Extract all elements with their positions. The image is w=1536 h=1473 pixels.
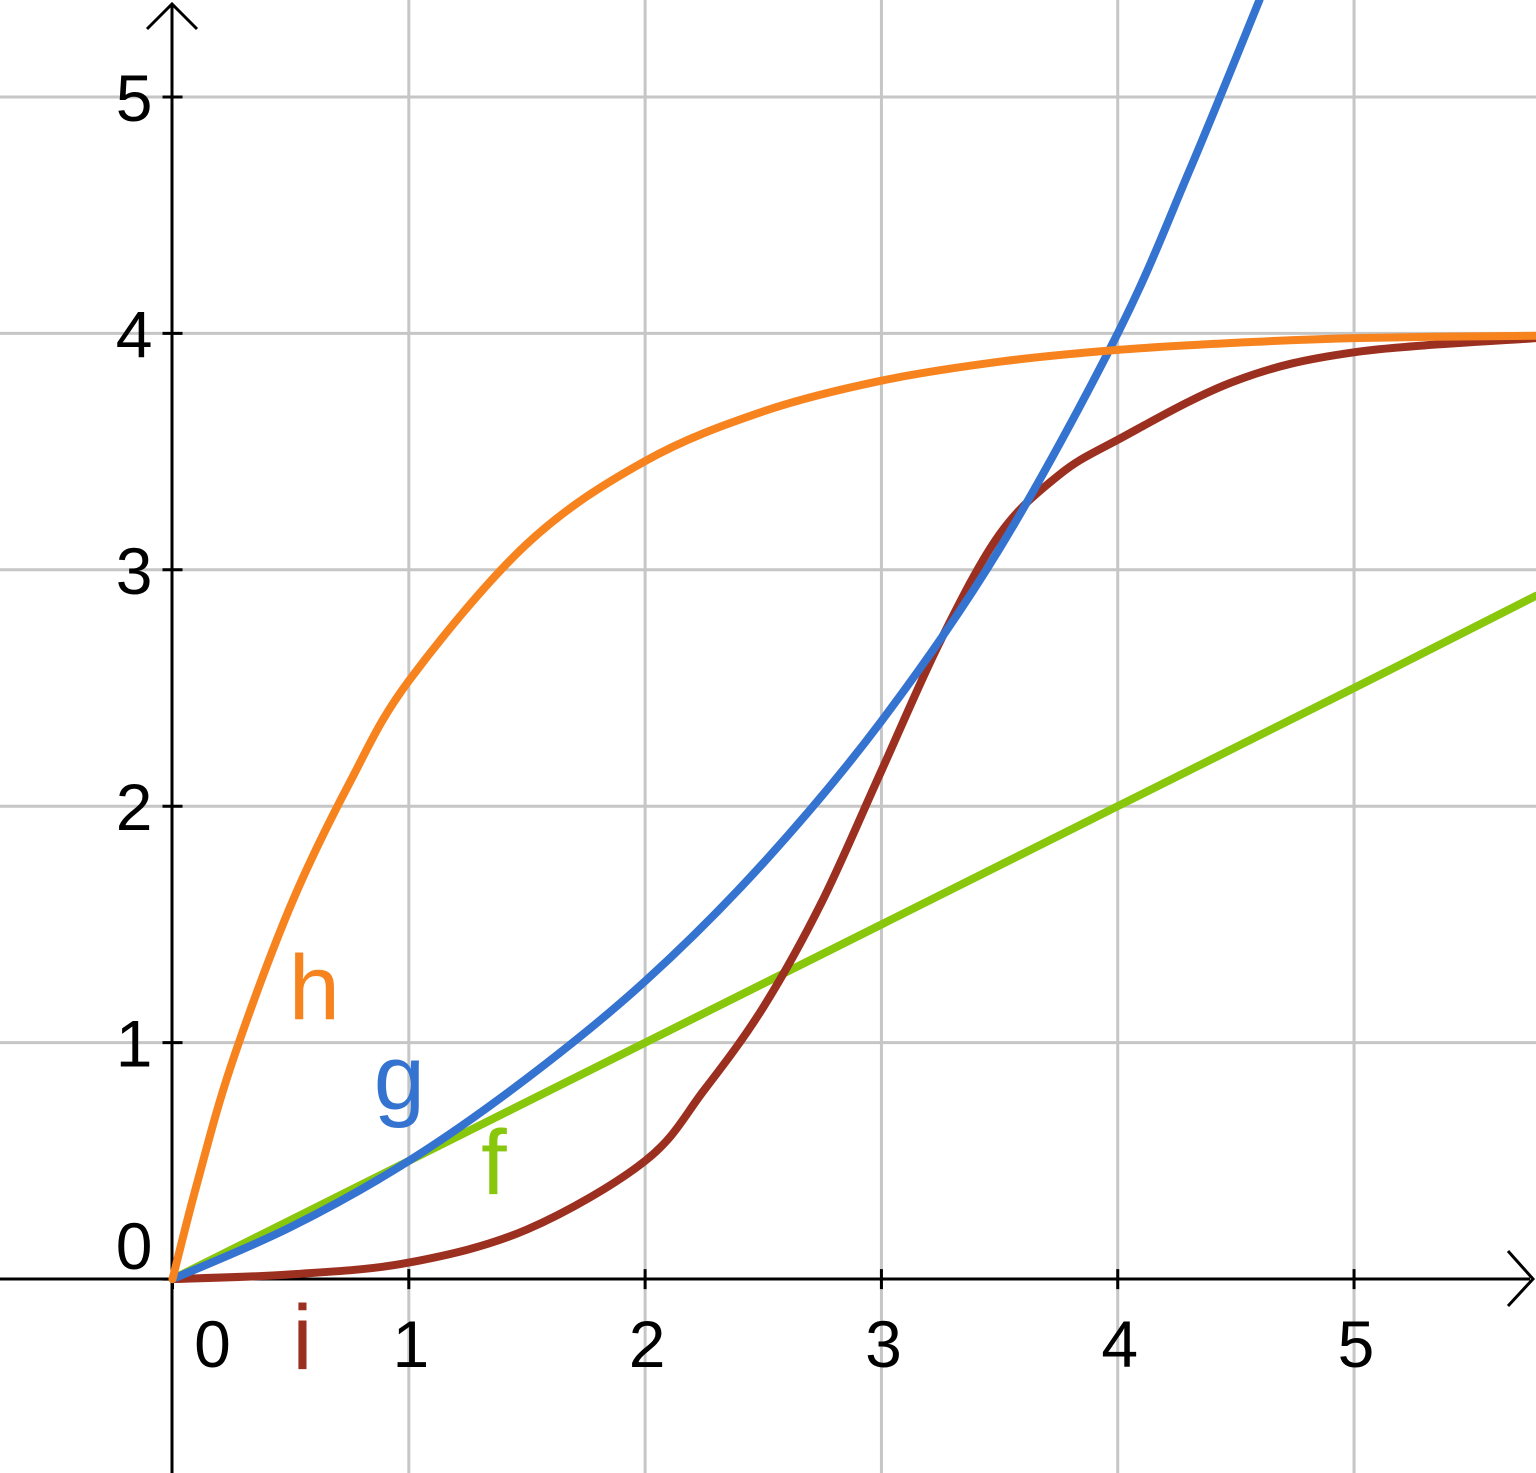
y-tick-label-4: 4 xyxy=(116,297,153,371)
y-tick-label-5: 5 xyxy=(116,61,153,135)
curve-g xyxy=(168,0,1264,1284)
y-tick-label-1: 1 xyxy=(116,1007,153,1081)
x-tick-label-4: 4 xyxy=(1101,1307,1138,1381)
series-label-i: i xyxy=(292,1287,312,1389)
x-axis-arrow xyxy=(1506,1250,1536,1308)
x-tick-label-0: 0 xyxy=(194,1307,231,1381)
y-tick-label-3: 3 xyxy=(116,534,153,608)
series-label-h: h xyxy=(289,937,340,1039)
series-label-g: g xyxy=(374,1027,425,1129)
curve-h xyxy=(168,331,1536,1284)
x-tick-label-2: 2 xyxy=(629,1307,666,1381)
curves xyxy=(168,0,1536,1284)
series-labels: fgh i xyxy=(289,937,507,1389)
series-label-f: f xyxy=(481,1112,507,1214)
y-tick-label-2: 2 xyxy=(116,770,153,844)
tick-labels: 0 1 2 3 4 5 0 1 2 3 4 5 xyxy=(116,61,1375,1381)
y-axis-arrow xyxy=(145,1,199,31)
curve-i xyxy=(168,334,1536,1284)
x-tick-label-1: 1 xyxy=(392,1307,429,1381)
x-tick-label-3: 3 xyxy=(865,1307,902,1381)
y-tick-label-0: 0 xyxy=(116,1209,153,1283)
x-tick-label-5: 5 xyxy=(1338,1307,1375,1381)
